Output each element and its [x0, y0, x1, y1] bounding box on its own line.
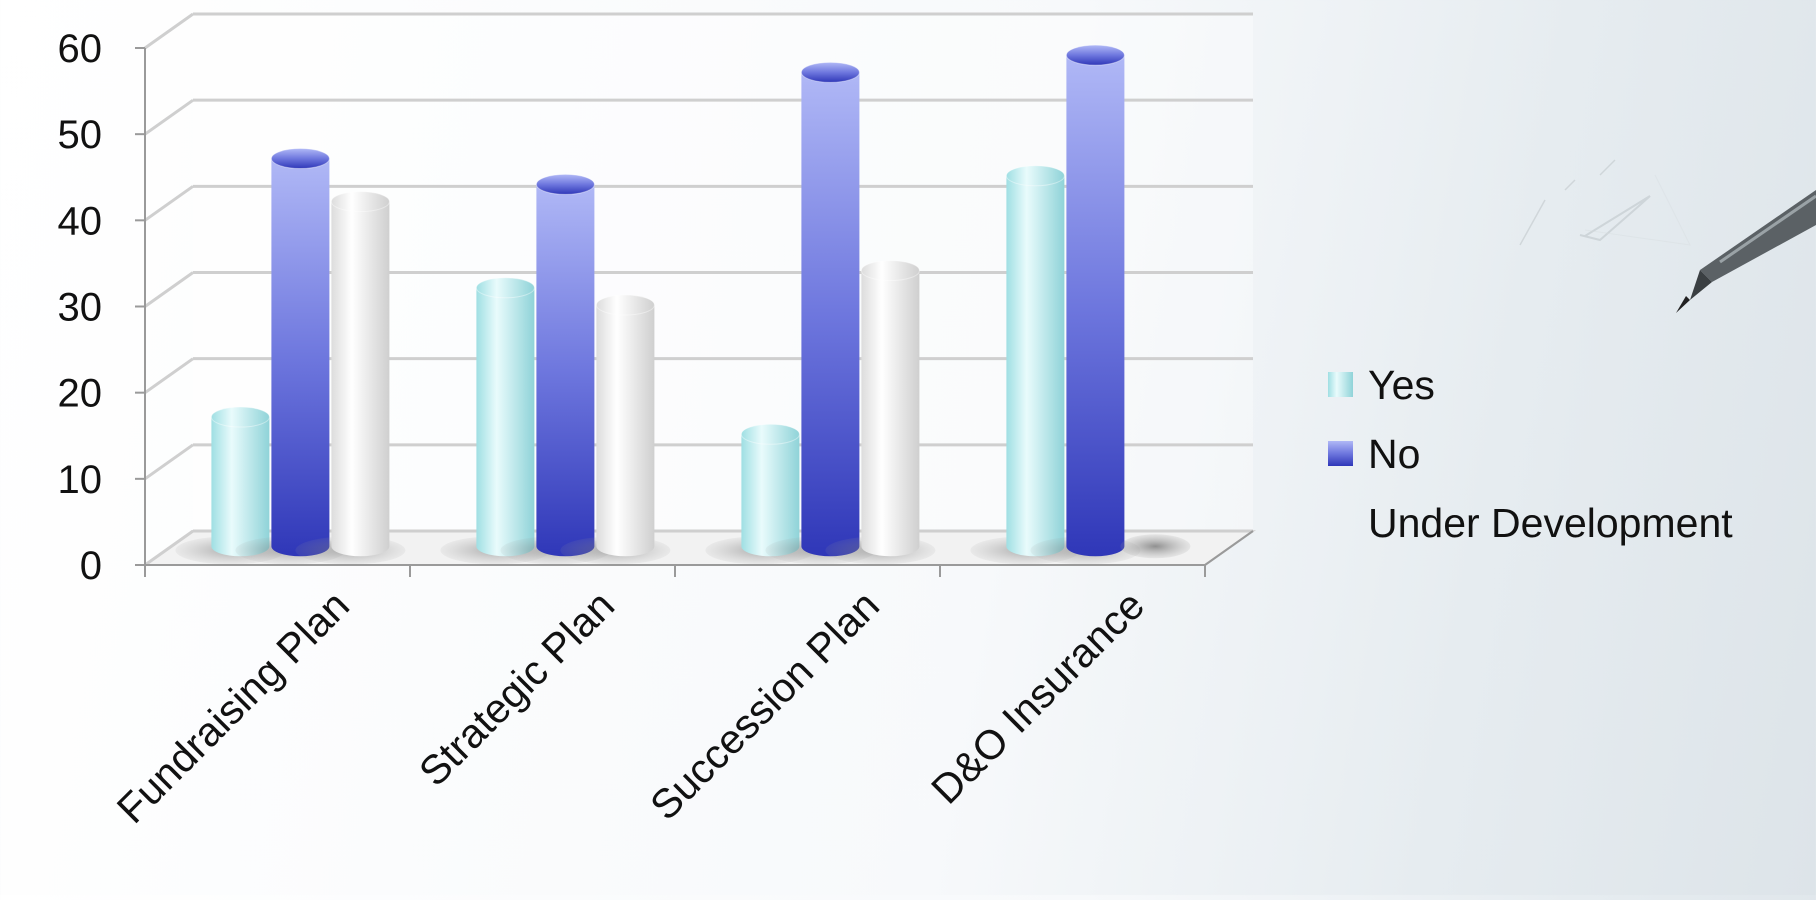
x-tick-label: Succession Plan: [641, 582, 888, 829]
gridline-side: [144, 357, 194, 394]
legend-label: Yes: [1368, 362, 1435, 408]
bar: [801, 72, 860, 557]
gridline-side: [144, 443, 194, 481]
bar-top: [1065, 44, 1125, 66]
gridline-side: [144, 185, 194, 222]
bar-top: [210, 406, 270, 428]
y-tick-label: 50: [58, 113, 103, 157]
bar-top: [475, 277, 535, 299]
x-axis-depth: [1204, 530, 1254, 566]
plot-bars: [175, 44, 1191, 565]
y-tick-label: 20: [58, 372, 103, 416]
bar: [271, 158, 330, 557]
bar-top: [800, 61, 860, 83]
gridline-side: [144, 98, 194, 136]
bar: [476, 287, 535, 557]
bar-top: [270, 148, 330, 170]
gridline-side: [144, 12, 194, 50]
legend-label: Under Development: [1368, 500, 1733, 546]
legend-swatch: [1328, 441, 1353, 466]
y-tick-label: 40: [58, 199, 103, 243]
bar: [331, 201, 390, 557]
bar: [211, 417, 270, 557]
bar-top: [740, 423, 800, 445]
pen-icon: [1519, 159, 1816, 313]
y-tick-label: 10: [58, 458, 103, 502]
legend: Yes No Under Development: [1328, 362, 1733, 546]
bar: [536, 184, 595, 557]
bar-top: [330, 191, 390, 213]
gridline-side: [144, 529, 194, 567]
y-tick-label: 0: [80, 544, 102, 588]
bar-top: [535, 173, 595, 195]
bar: [861, 270, 920, 557]
bar: [741, 434, 800, 557]
legend-swatch: [1328, 372, 1353, 397]
x-tick-label: Strategic Plan: [410, 582, 623, 795]
bar: [1006, 175, 1065, 557]
gridline-side: [144, 271, 194, 308]
y-tick-label: 30: [58, 286, 103, 330]
bar-zero-shadow: [1120, 534, 1191, 559]
bar-top: [595, 294, 655, 316]
legend-label: No: [1368, 431, 1420, 477]
bar: [596, 305, 655, 557]
y-tick-label: 60: [58, 27, 103, 71]
bar-top: [860, 260, 920, 282]
x-tick-label: D&O Insurance: [922, 582, 1153, 813]
bar: [1066, 55, 1125, 557]
x-tick-label: Fundraising Plan: [108, 582, 358, 832]
bar-top: [1005, 165, 1065, 187]
